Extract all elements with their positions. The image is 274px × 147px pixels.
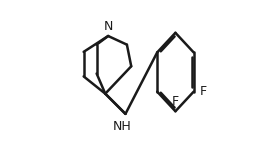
Text: F: F <box>199 85 207 98</box>
Text: N: N <box>104 20 113 33</box>
Text: NH: NH <box>113 120 132 133</box>
Text: F: F <box>172 95 179 108</box>
